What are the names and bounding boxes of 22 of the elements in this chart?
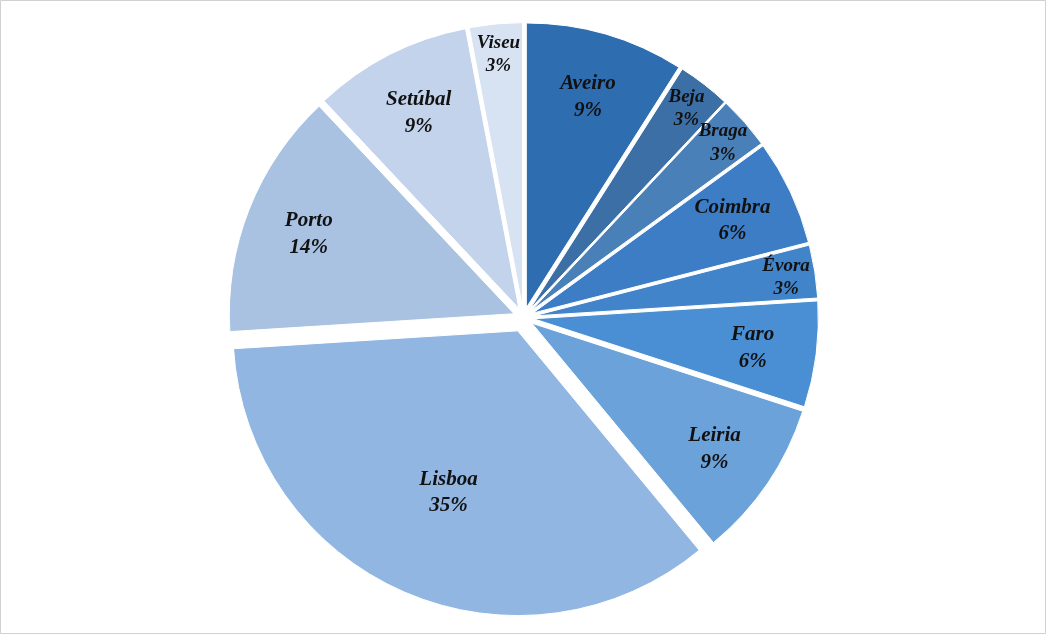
slice-label: Porto (283, 207, 333, 232)
slice-label: Viseu (476, 30, 521, 52)
data-label: 6% (738, 347, 767, 372)
slice-label: Beja (667, 85, 705, 107)
data-label: 9% (573, 96, 602, 121)
data-label: 3% (709, 142, 736, 164)
slice-label: Évora (761, 253, 811, 275)
slice-label: Coimbra (694, 193, 771, 218)
data-label: 3% (484, 53, 512, 75)
slice-label: Faro (730, 321, 775, 346)
slice-label: Setúbal (385, 86, 452, 111)
slice-label: Aveiro (558, 70, 616, 95)
slice-label: Lisboa (418, 465, 478, 490)
data-label: 3% (772, 276, 799, 298)
data-label: 9% (404, 112, 433, 137)
data-label: 9% (700, 448, 729, 473)
data-label: 14% (289, 233, 328, 258)
slice-label: Leiria (687, 422, 741, 447)
slice-label: Braga (697, 119, 748, 141)
data-label: 35% (428, 492, 468, 517)
data-label: 3% (672, 108, 700, 130)
data-label: 6% (718, 220, 747, 245)
